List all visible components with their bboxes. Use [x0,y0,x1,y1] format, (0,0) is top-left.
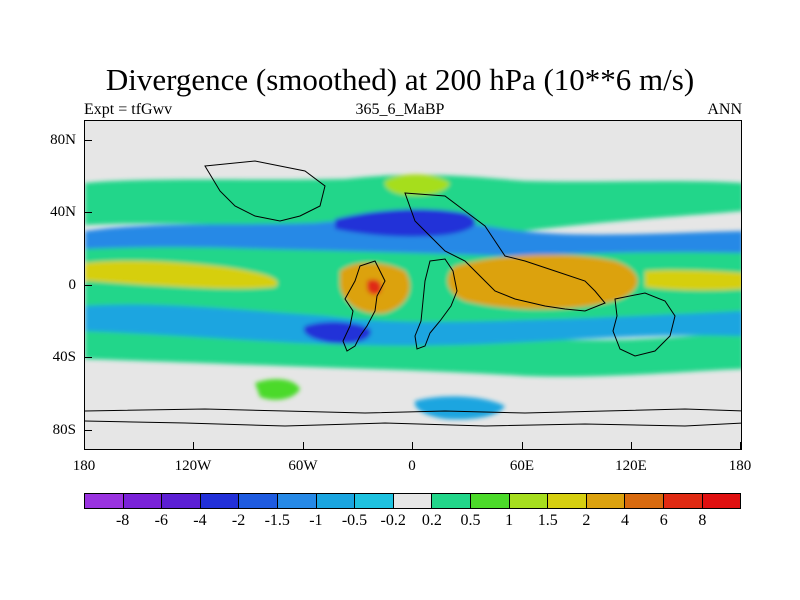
divergence-field [85,160,741,427]
colorbar-label: 1 [505,512,514,529]
north-america-outline [204,160,326,222]
season-label: ANN [707,101,742,118]
lat-label: 0 [68,277,77,293]
tick-80s [84,430,92,431]
blue-patch-south [414,396,505,420]
plot-title: Divergence (smoothed) at 200 hPa (10**6 … [105,62,695,97]
colorbar-box [85,494,124,508]
yellow-band-east [645,270,741,291]
tick-0 [84,285,92,286]
red-core-africa [367,279,382,295]
tick-80n [84,140,92,141]
colorbar-label: -6 [154,512,168,529]
colorbar-label: -1.5 [264,512,290,529]
tick-180w [84,442,85,450]
colorbar-label: -8 [115,512,130,529]
colorbar-box [663,494,703,508]
lat-label: 80N [50,132,76,148]
dark-blue-core-north [335,209,476,237]
colorbar-box [586,494,626,508]
tick-60w [303,442,304,450]
tick-180e [740,442,741,450]
colorbar-label: 6 [659,512,668,529]
lon-label: 180 [728,458,752,474]
tick-120w [193,442,194,450]
colorbar-box [355,494,394,508]
tick-0-lon [412,442,413,450]
experiment-label: Expt = tfGwv [84,101,173,118]
yellow-band-west [85,260,278,289]
lat-label: 80S [52,422,76,438]
lon-label: 0 [408,458,416,474]
period-label: 365_6_MaBP [355,101,445,118]
colorbar-label: -0.2 [380,512,406,529]
colorbar-label: -1 [309,512,323,529]
colorbar-label: -4 [193,512,207,529]
colorbar-box [239,494,278,508]
colorbar-label: 8 [698,512,707,529]
blue-belt-south [85,304,741,346]
lat-label: 40S [52,349,76,365]
tick-40s [84,357,92,358]
colorbar-label: -0.5 [341,512,368,529]
australia-outline [612,292,676,357]
lon-label: 60E [509,458,535,474]
dark-blue-core-south [303,321,371,344]
colorbar-label: -2 [231,512,246,529]
colorbar-label: 2 [582,512,591,529]
divergence-map [84,120,742,450]
lon-label: 180 [72,458,96,474]
asia-outline [404,192,606,312]
lon-label: 120W [174,458,212,474]
green-patch-south [255,379,300,400]
blue-belt-north [85,219,741,256]
green-patch-north [384,174,450,196]
colorbar-box [470,494,510,508]
colorbar-label: 4 [621,512,630,529]
lon-label: 60W [288,458,318,474]
colorbar-box [123,494,163,508]
colorbar-box [316,494,356,508]
antarctica-outline [85,408,741,427]
colorbar-box [277,494,317,508]
lon-label: 120E [615,458,647,474]
colorbar-label: 0.2 [421,512,442,529]
colorbar-box [548,494,587,508]
orange-band-east [447,254,638,310]
colorbar-box [162,494,201,508]
continent-outlines [85,160,741,427]
colorbar-label: 1.5 [537,512,558,529]
colorbar-box [702,494,741,508]
green-band-north [85,174,741,234]
colorbar-box [432,494,471,508]
colorbar-box [509,494,549,508]
colorbar-box [393,494,433,508]
tick-120e [631,442,632,450]
tick-60e [522,442,523,450]
colorbar [84,493,741,509]
south-america-outline [414,258,458,350]
tick-40n [84,212,92,213]
colorbar-box [625,494,664,508]
lat-label: 40N [50,204,76,220]
colorbar-label: 0.5 [460,512,481,529]
colorbar-box [200,494,240,508]
africa-outline [342,260,386,352]
